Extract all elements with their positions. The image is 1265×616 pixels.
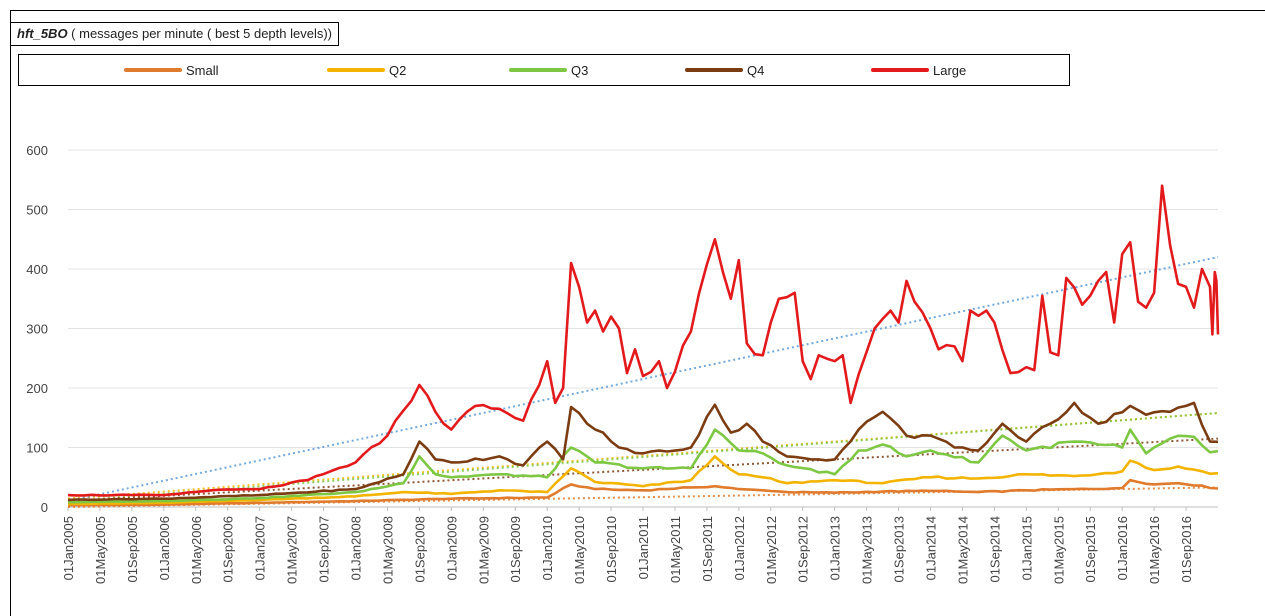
x-tick-label-9: 01Jan2008 [349,516,364,580]
legend-swatch-small [124,68,182,72]
x-tick-label-28: 01May2014 [955,516,970,584]
y-tick-label-500: 500 [26,203,48,218]
series-line-small [67,478,1219,507]
y-tick-label-0: 0 [41,500,48,515]
x-tick-label-34: 01May2016 [1147,516,1162,584]
legend-label-q2: Q2 [389,62,407,78]
x-tick-label-12: 01Jan2009 [444,516,459,580]
legend: Small Q2 Q3 Q4 Large [18,54,1070,86]
x-tick-label-21: 01Jan2012 [732,516,747,580]
trendline-q4 [67,437,1219,503]
chart-title-rest: ( messages per minute ( best 5 depth lev… [67,26,333,41]
trendline-large [67,256,1219,503]
series-line-q4 [67,401,1219,502]
y-tick-label-300: 300 [26,322,48,337]
x-tick-label-25: 01May2013 [860,516,875,584]
x-tick-label-6: 01Jan2007 [253,516,268,580]
series-line-large [67,184,1220,497]
x-tick-label-4: 01May2006 [189,516,204,584]
legend-swatch-large [871,68,929,72]
x-tick-label-18: 01Jan2011 [636,516,651,579]
y-tick-label-400: 400 [26,262,48,277]
x-tick-label-30: 01Jan2015 [1019,516,1034,580]
y-tick-label-100: 100 [26,441,48,456]
x-tick-label-8: 01Sep2007 [317,516,332,583]
legend-item-q2: Q2 [327,55,406,85]
x-tick-label-32: 01Sep2015 [1083,516,1098,583]
x-tick-label-31: 01May2015 [1051,516,1066,584]
legend-swatch-q3 [509,68,567,72]
legend-label-q4: Q4 [747,62,765,78]
y-tick-label-600: 600 [26,143,48,158]
legend-item-q3: Q3 [509,55,588,85]
x-tick-label-35: 01Sep2016 [1179,516,1194,583]
legend-label-small: Small [186,62,219,78]
x-tick-label-14: 01Sep2009 [508,516,523,583]
x-tick-label-3: 01Jan2006 [157,516,172,580]
x-tick-label-1: 01May2005 [93,516,108,584]
x-tick-label-22: 01May2012 [764,516,779,584]
legend-item-q4: Q4 [685,55,764,85]
legend-item-small: Small [124,55,219,85]
x-tick-label-11: 01Sep2008 [412,516,427,583]
legend-swatch-q2 [327,68,385,72]
chart-frame [10,10,1265,616]
legend-swatch-q4 [685,68,743,72]
legend-label-large: Large [933,62,967,78]
x-tick-label-20: 01Sep2011 [700,516,715,582]
x-tick-label-19: 01May2011 [668,516,683,583]
chart-title-name: hft_5BO [17,26,68,41]
chart-title: hft_5BO ( messages per minute ( best 5 d… [10,22,340,46]
x-tick-label-27: 01Jan2014 [924,516,939,580]
x-tick-label-24: 01Jan2013 [828,516,843,580]
x-tick-label-23: 01Sep2012 [796,516,811,583]
x-tick-label-17: 01Sep2010 [604,516,619,583]
x-tick-label-0: 01Jan2005 [61,516,76,580]
x-tick-label-33: 01Jan2016 [1115,516,1130,580]
x-tick-label-5: 01Sep2006 [221,516,236,583]
x-tick-label-26: 01Sep2013 [892,516,907,583]
legend-label-q3: Q3 [571,62,589,78]
x-tick-label-15: 01Jan2010 [540,516,555,580]
x-tick-label-2: 01Sep2005 [125,516,140,583]
series-line-q3 [68,428,1219,504]
x-tick-label-10: 01May2008 [380,516,395,584]
x-tick-label-7: 01May2007 [285,516,300,584]
x-tick-label-16: 01May2010 [572,516,587,584]
y-tick-label-200: 200 [26,381,48,396]
series-line-q2 [68,455,1219,506]
legend-item-large: Large [871,55,966,85]
trendline-q3 [67,411,1219,503]
x-tick-label-29: 01Sep2014 [987,516,1002,583]
x-tick-label-13: 01May2009 [476,516,491,584]
